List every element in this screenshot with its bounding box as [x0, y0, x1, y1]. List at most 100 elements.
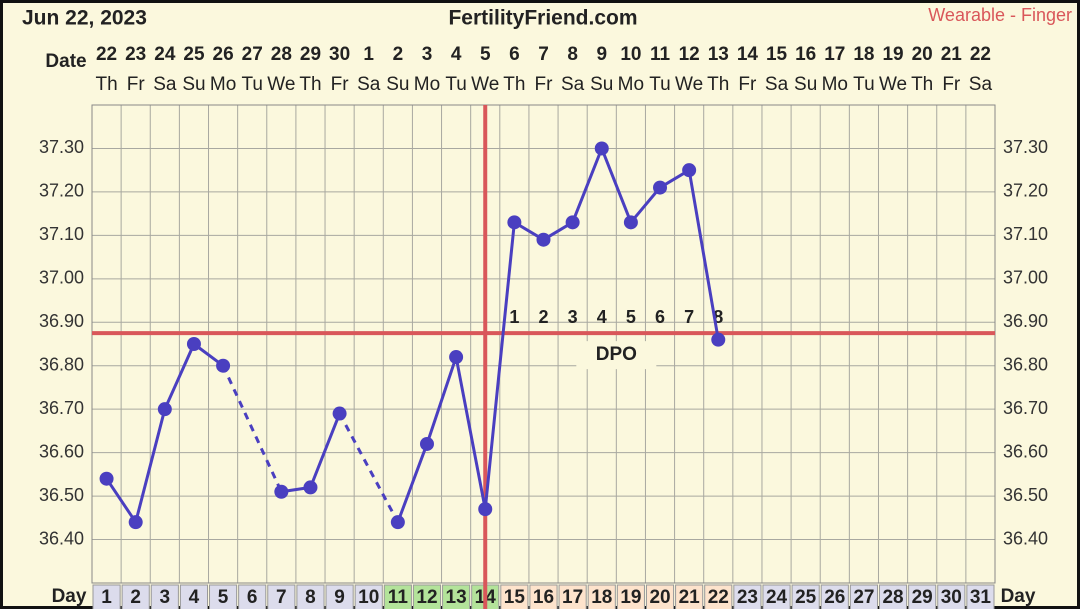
x-tick-label: 22 — [708, 587, 729, 608]
date-label: 30 — [329, 44, 350, 65]
x-tick-label: 15 — [504, 587, 526, 608]
temperature-point — [711, 332, 726, 347]
weekday-label: Tu — [241, 74, 262, 95]
y-tick-label: 36.60 — [39, 441, 84, 461]
weekday-label: Fr — [942, 74, 961, 95]
weekday-label: We — [471, 74, 499, 95]
gap-connector — [221, 365, 283, 493]
day-cell — [412, 584, 442, 609]
y-tick-label: 36.80 — [39, 354, 84, 374]
date-label: 15 — [766, 44, 788, 65]
weekday-label: Th — [299, 74, 321, 95]
x-tick-label: 5 — [218, 587, 229, 608]
weekday-label: Th — [707, 74, 729, 95]
dpo-number: 6 — [655, 307, 665, 327]
weekday-label: Th — [95, 74, 117, 95]
day-cell — [121, 584, 150, 609]
weekday-label: Su — [590, 74, 613, 95]
y-tick-label: 37.00 — [1003, 268, 1048, 288]
date-label: 14 — [737, 44, 759, 65]
temperature-point — [449, 350, 464, 365]
day-cell — [820, 584, 849, 609]
date-label: 27 — [242, 44, 263, 65]
y-tick-label: 37.20 — [1003, 181, 1048, 201]
day-cell — [442, 584, 471, 609]
dpo-number: 4 — [597, 307, 607, 327]
day-cell — [878, 584, 908, 609]
weekday-label: Sa — [969, 74, 993, 95]
temperature-point — [128, 515, 143, 530]
y-tick-label: 36.50 — [39, 485, 84, 505]
day-cell — [645, 584, 675, 609]
day-cell — [616, 584, 645, 609]
temperature-point — [594, 141, 609, 156]
x-tick-label: 13 — [446, 587, 467, 608]
y-tick-label: 36.70 — [1003, 398, 1048, 418]
date-label: 3 — [422, 44, 433, 65]
y-tick-label: 37.20 — [39, 181, 84, 201]
dpo-number: 3 — [568, 307, 578, 327]
temperature-point — [303, 480, 318, 495]
x-tick-label: 25 — [795, 587, 817, 608]
x-tick-label: 1 — [101, 587, 112, 608]
site-title: FertilityFriend.com — [448, 7, 637, 30]
x-tick-label: 24 — [766, 587, 788, 608]
y-tick-label: 37.10 — [39, 224, 84, 244]
weekday-label: Sa — [765, 74, 789, 95]
weekday-label: Fr — [331, 74, 350, 95]
x-tick-label: 17 — [562, 587, 583, 608]
day-cell — [587, 584, 616, 609]
day-cell — [791, 584, 820, 609]
weekday-label: Mo — [822, 74, 848, 95]
weekday-label: Fr — [738, 74, 757, 95]
day-cell — [150, 584, 179, 609]
day-cell — [704, 584, 733, 609]
day-cell — [908, 584, 937, 609]
x-tick-label: 8 — [305, 587, 316, 608]
day-row-label: Day — [52, 586, 87, 607]
date-label: 4 — [451, 44, 462, 65]
y-tick-label: 37.30 — [39, 137, 84, 157]
dpo-number: 5 — [626, 307, 636, 327]
temperature-point — [623, 215, 638, 230]
day-cell — [92, 584, 121, 609]
date-label: 2 — [393, 44, 404, 65]
date-label: 1 — [363, 44, 374, 65]
day-cell — [966, 584, 995, 609]
temperature-point — [332, 406, 347, 421]
x-tick-label: 31 — [970, 587, 992, 608]
weekday-label: Mo — [210, 74, 236, 95]
temperature-point — [99, 471, 114, 486]
x-tick-label: 6 — [247, 587, 258, 608]
y-tick-label: 37.10 — [1003, 224, 1048, 244]
day-cell — [296, 584, 325, 609]
x-tick-label: 11 — [388, 587, 409, 608]
day-cell — [762, 584, 791, 609]
date-label: 7 — [538, 44, 549, 65]
day-cell — [383, 584, 412, 609]
temperature-point — [536, 232, 551, 247]
x-tick-label: 4 — [189, 587, 200, 608]
weekday-label: Sa — [153, 74, 177, 95]
plot-border — [91, 104, 996, 584]
weekday-label: Su — [794, 74, 817, 95]
x-tick-label: 23 — [737, 587, 758, 608]
x-tick-label: 12 — [416, 587, 437, 608]
weekday-label: Tu — [853, 74, 874, 95]
temperature-point — [186, 337, 201, 351]
x-tick-label: 26 — [824, 587, 845, 608]
y-tick-label: 36.90 — [39, 311, 84, 331]
dpo-number: 7 — [684, 307, 694, 327]
temperature-point — [682, 163, 697, 178]
day-row-label: Day — [1001, 586, 1036, 607]
temperature-point — [157, 402, 172, 417]
y-tick-label: 36.40 — [1003, 528, 1048, 548]
date-label: 22 — [970, 44, 991, 65]
dpo-number: 2 — [538, 307, 548, 327]
date-label: 26 — [213, 44, 234, 65]
date-row-label: Date — [45, 51, 86, 72]
day-cell — [733, 584, 762, 609]
date-label: 17 — [824, 44, 845, 65]
weekday-label: Su — [182, 74, 205, 95]
weekday-label: Sa — [357, 74, 381, 95]
